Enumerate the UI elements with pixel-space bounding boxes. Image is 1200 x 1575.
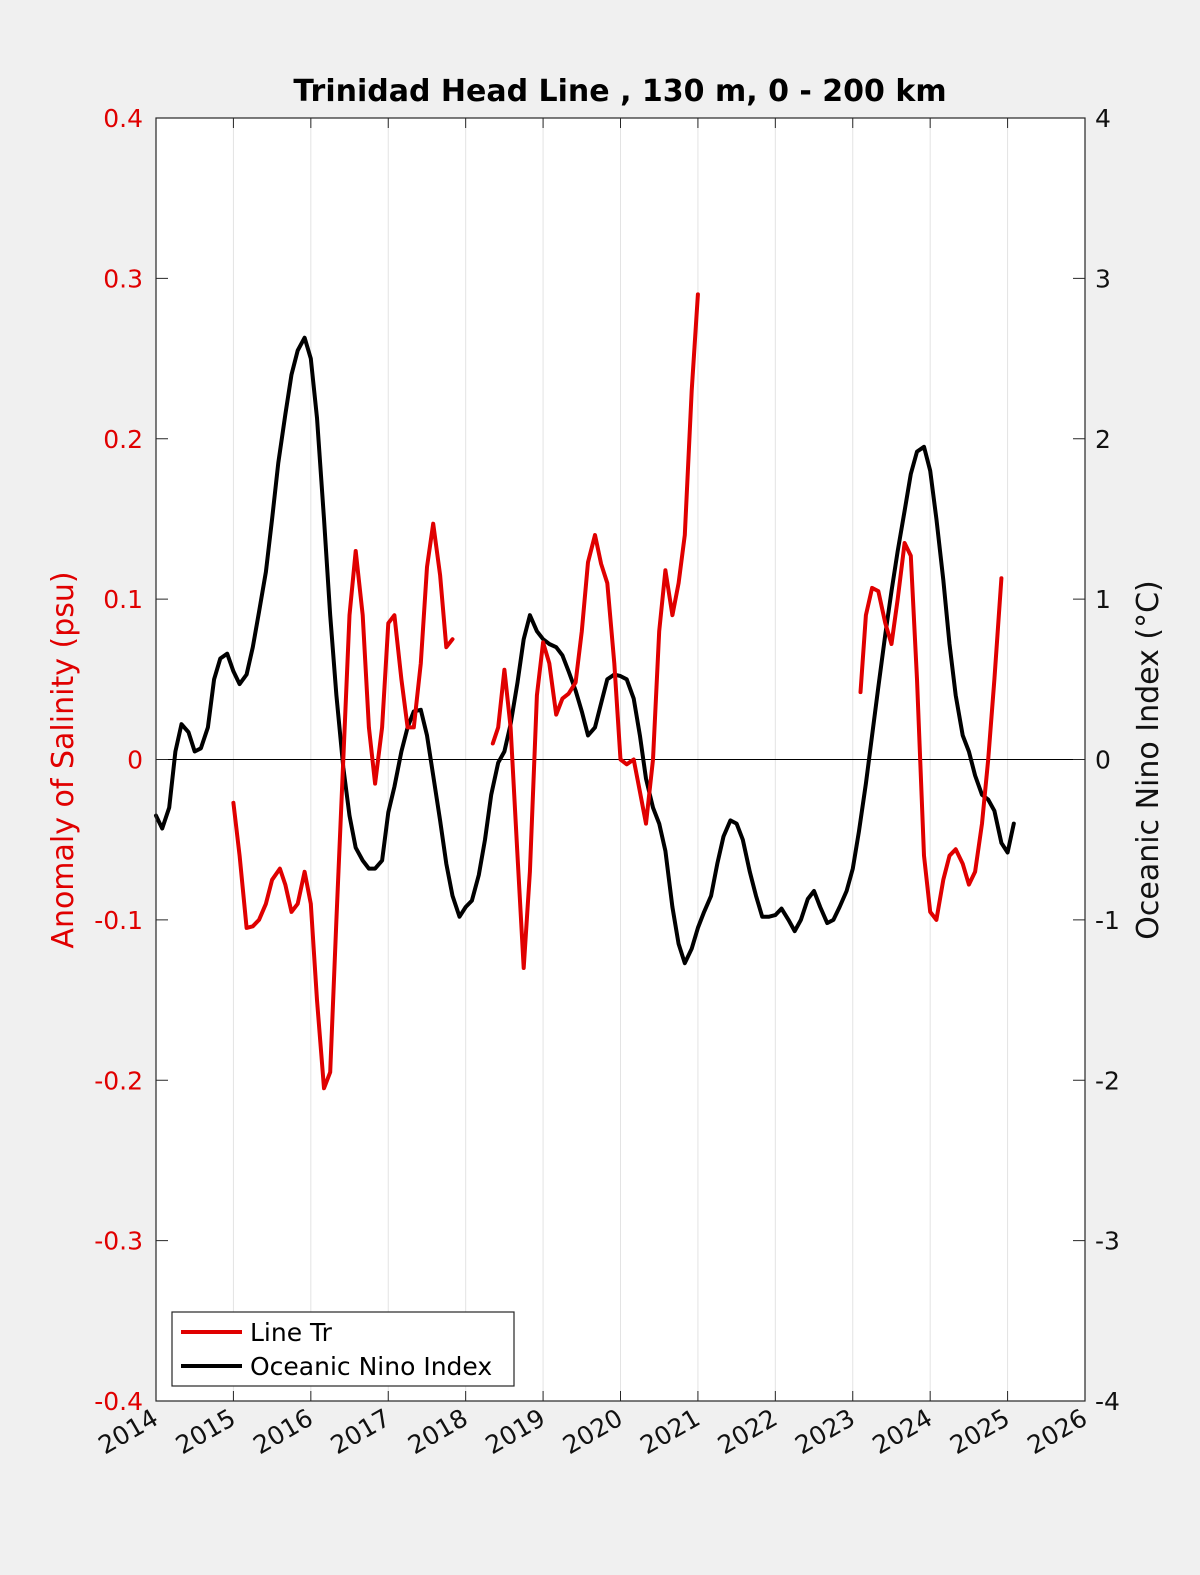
left-tick-label--0.4: -0.4 <box>94 1387 143 1416</box>
right-tick-label-0: 0 <box>1095 746 1111 775</box>
left-tick-label-0.3: 0.3 <box>103 264 143 293</box>
right-tick-label--1: -1 <box>1095 906 1120 935</box>
x-tick-label-2026: 2026 <box>1022 1403 1092 1460</box>
left-tick-label--0.1: -0.1 <box>94 906 143 935</box>
x-tick-label-2023: 2023 <box>790 1403 860 1460</box>
right-axis: -4 -3 -2 -1 0 1 2 3 4 <box>1073 104 1120 1416</box>
legend-label-oceanic-nino-index: Oceanic Nino Index <box>250 1352 492 1381</box>
chart-title: Trinidad Head Line , 130 m, 0 - 200 km <box>293 74 946 109</box>
x-tick-label-2021: 2021 <box>635 1403 705 1460</box>
x-tick-label-2015: 2015 <box>171 1403 241 1460</box>
right-tick-label--4: -4 <box>1095 1387 1120 1416</box>
right-tick-label-2: 2 <box>1095 425 1111 454</box>
legend-box <box>171 1311 515 1387</box>
right-tick-label-3: 3 <box>1095 264 1111 293</box>
left-tick-label-0.2: 0.2 <box>103 425 143 454</box>
x-tick-label-2017: 2017 <box>326 1403 396 1460</box>
series-line-tr-segment-3 <box>858 541 1004 922</box>
right-tick-label-4: 4 <box>1095 104 1111 133</box>
x-tick-label-2020: 2020 <box>558 1403 628 1460</box>
series-oceanic-nino-index-segment-1 <box>154 335 1016 966</box>
series-layer <box>154 292 1016 1091</box>
legend: Line Tr Oceanic Nino Index <box>171 1311 515 1387</box>
left-axis-label: Anomaly of Salinity (psu) <box>46 571 81 948</box>
legend-label-line-tr: Line Tr <box>250 1318 333 1347</box>
series-line-tr-segment-2 <box>490 292 700 970</box>
x-tick-label-2025: 2025 <box>945 1403 1015 1460</box>
x-tick-label-2016: 2016 <box>248 1403 318 1460</box>
x-tick-label-2018: 2018 <box>403 1403 473 1460</box>
left-axis: -0.4 -0.3 -0.2 -0.1 0 0.1 0.2 0.3 0.4 <box>94 104 168 1416</box>
right-axis-label: Oceanic Nino Index (°C) <box>1131 580 1166 940</box>
x-tick-label-2024: 2024 <box>868 1403 938 1460</box>
x-tick-label-2019: 2019 <box>480 1403 550 1460</box>
series-line-tr-segment-1 <box>231 521 455 1091</box>
right-tick-label-1: 1 <box>1095 585 1111 614</box>
x-tick-label-2022: 2022 <box>713 1403 783 1460</box>
left-tick-label-0: 0 <box>127 746 143 775</box>
left-tick-label--0.3: -0.3 <box>94 1227 143 1256</box>
left-tick-label-0.4: 0.4 <box>103 104 143 133</box>
left-tick-label-0.1: 0.1 <box>103 585 143 614</box>
right-tick-label--2: -2 <box>1095 1066 1120 1095</box>
left-tick-label--0.2: -0.2 <box>94 1066 143 1095</box>
right-tick-label--3: -3 <box>1095 1227 1120 1256</box>
